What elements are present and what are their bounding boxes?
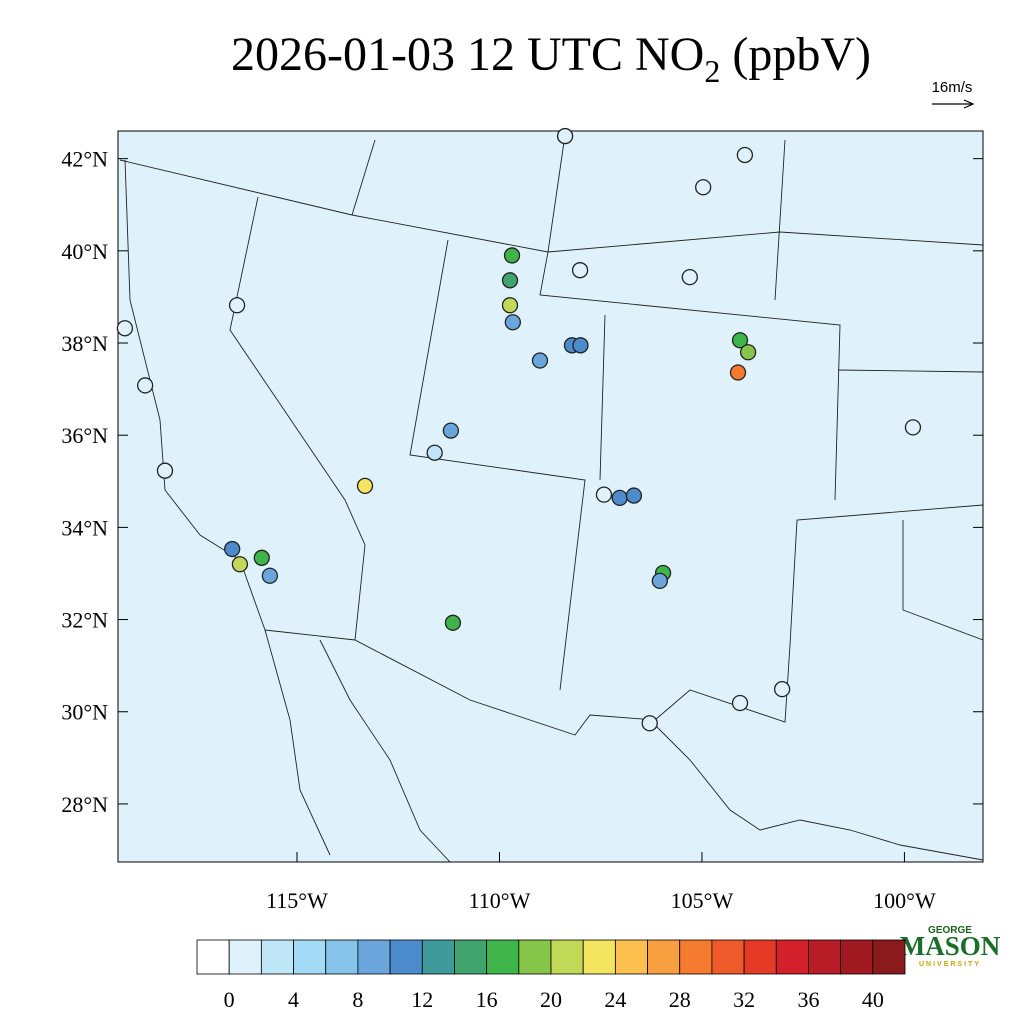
colorbar-box [421,939,455,975]
station [444,614,462,631]
y-tick-label: 42°N [61,147,108,172]
x-tick-label: 110°W [469,888,531,913]
station [136,377,154,394]
logo-main: MASON [900,931,1001,961]
map-frame [117,130,984,863]
station [773,681,791,698]
colorbar-box [486,939,520,975]
station [681,268,698,286]
station [731,694,749,712]
colorbar-box [775,939,809,975]
colorbar-box [389,939,423,975]
station [531,352,549,369]
colorbar-tick-label: 12 [411,987,433,1012]
colorbar-box [840,939,874,975]
y-tick-label: 40°N [61,239,108,264]
station [356,477,374,495]
x-tick-label: 105°W [671,888,734,913]
station [261,567,279,584]
y-tick-label: 28°N [61,792,108,817]
colorbar-box [260,939,294,975]
colorbar-box [357,939,391,975]
station [595,486,613,503]
station [224,540,241,558]
colorbar-tick-label: 8 [352,987,363,1012]
colorbar-box [196,939,230,975]
station [426,444,443,461]
station [504,314,521,331]
colorbar-box [872,939,906,975]
colorbar-tick-label: 36 [797,987,819,1012]
station [253,549,270,566]
colorbar-tick-label: 24 [604,987,626,1012]
station [611,489,628,507]
colorbar-tick-label: 28 [669,987,691,1012]
colorbar-tick-label: 32 [733,987,755,1012]
x-tick-label: 115°W [266,888,328,913]
x-tick-label: 100°W [873,888,936,913]
y-tick-label: 36°N [61,423,108,448]
boundaries [119,134,984,863]
colorbar-box [582,939,616,975]
station [503,247,521,264]
colorbar-box [614,939,648,975]
station [731,332,749,349]
station [904,419,922,436]
colorbar-tick-label: 40 [862,987,884,1012]
station [571,262,589,279]
station [156,462,174,479]
colorbar-tick-label: 16 [476,987,498,1012]
y-tick-label: 38°N [61,331,108,356]
colorbar-tick-label: 4 [288,987,299,1012]
station [695,179,712,196]
station [736,146,754,164]
station [501,272,519,289]
station [641,715,658,732]
station [729,364,747,381]
colorbar-box [293,939,327,975]
title-text: 2026-01-03 12 UTC NO [231,28,704,81]
colorbar-box [325,939,359,975]
station [739,344,757,361]
title: 2026-01-03 12 UTC NO2 (ppbV) [231,28,871,89]
station [116,320,134,337]
colorbar-box [228,939,262,975]
station [625,487,643,504]
station [572,337,589,354]
station [556,127,574,145]
logo-bottom: UNIVERSITY [919,961,981,968]
colorbar-tick-label: 0 [224,987,235,1012]
colorbar-box [647,939,681,975]
colorbar-box [808,939,842,975]
y-tick-label: 32°N [61,608,108,633]
map-background [118,131,983,862]
logo-top: GEORGE [928,925,972,936]
y-tick-label: 30°N [61,700,108,725]
station [651,572,668,589]
station [442,422,460,439]
colorbar-box [454,939,488,975]
colorbar-box [550,939,584,975]
colorbar-box [743,939,777,975]
logo: GEORGE MASON UNIVERSITY [900,925,1001,968]
colorbar-box [711,939,745,975]
station [228,297,246,314]
colorbar-tick-label: 20 [540,987,562,1012]
reference-vector-label: 16m/s [932,79,973,96]
reference-vector [932,99,975,109]
station [501,297,519,314]
y-tick-label: 34°N [61,515,108,540]
colorbar-box [679,939,713,975]
title-subscript: 2 [704,53,720,89]
title-suffix: (ppbV) [720,28,871,81]
colorbar-box [518,939,552,975]
station [231,556,249,573]
